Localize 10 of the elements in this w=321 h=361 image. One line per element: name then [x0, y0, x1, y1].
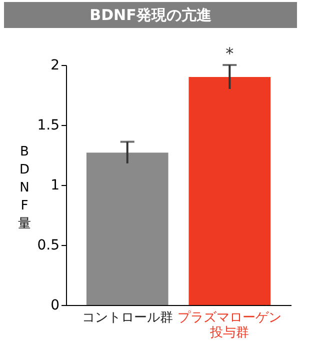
- annotation: *: [226, 44, 234, 63]
- y-tick-label: 2: [50, 58, 60, 74]
- y-tick-label: 0: [50, 298, 60, 314]
- y-tick-label: 1: [50, 178, 60, 194]
- y-tick-label: 0.5: [37, 238, 60, 254]
- x-tick-label: プラズマローゲン投与群: [178, 310, 282, 340]
- y-axis-title: BDNF量: [18, 144, 31, 232]
- x-tick-label: コントロール群: [82, 310, 173, 326]
- y-tick-label: 1.5: [37, 118, 60, 134]
- chart-title: BDNF発現の亢進: [90, 6, 212, 24]
